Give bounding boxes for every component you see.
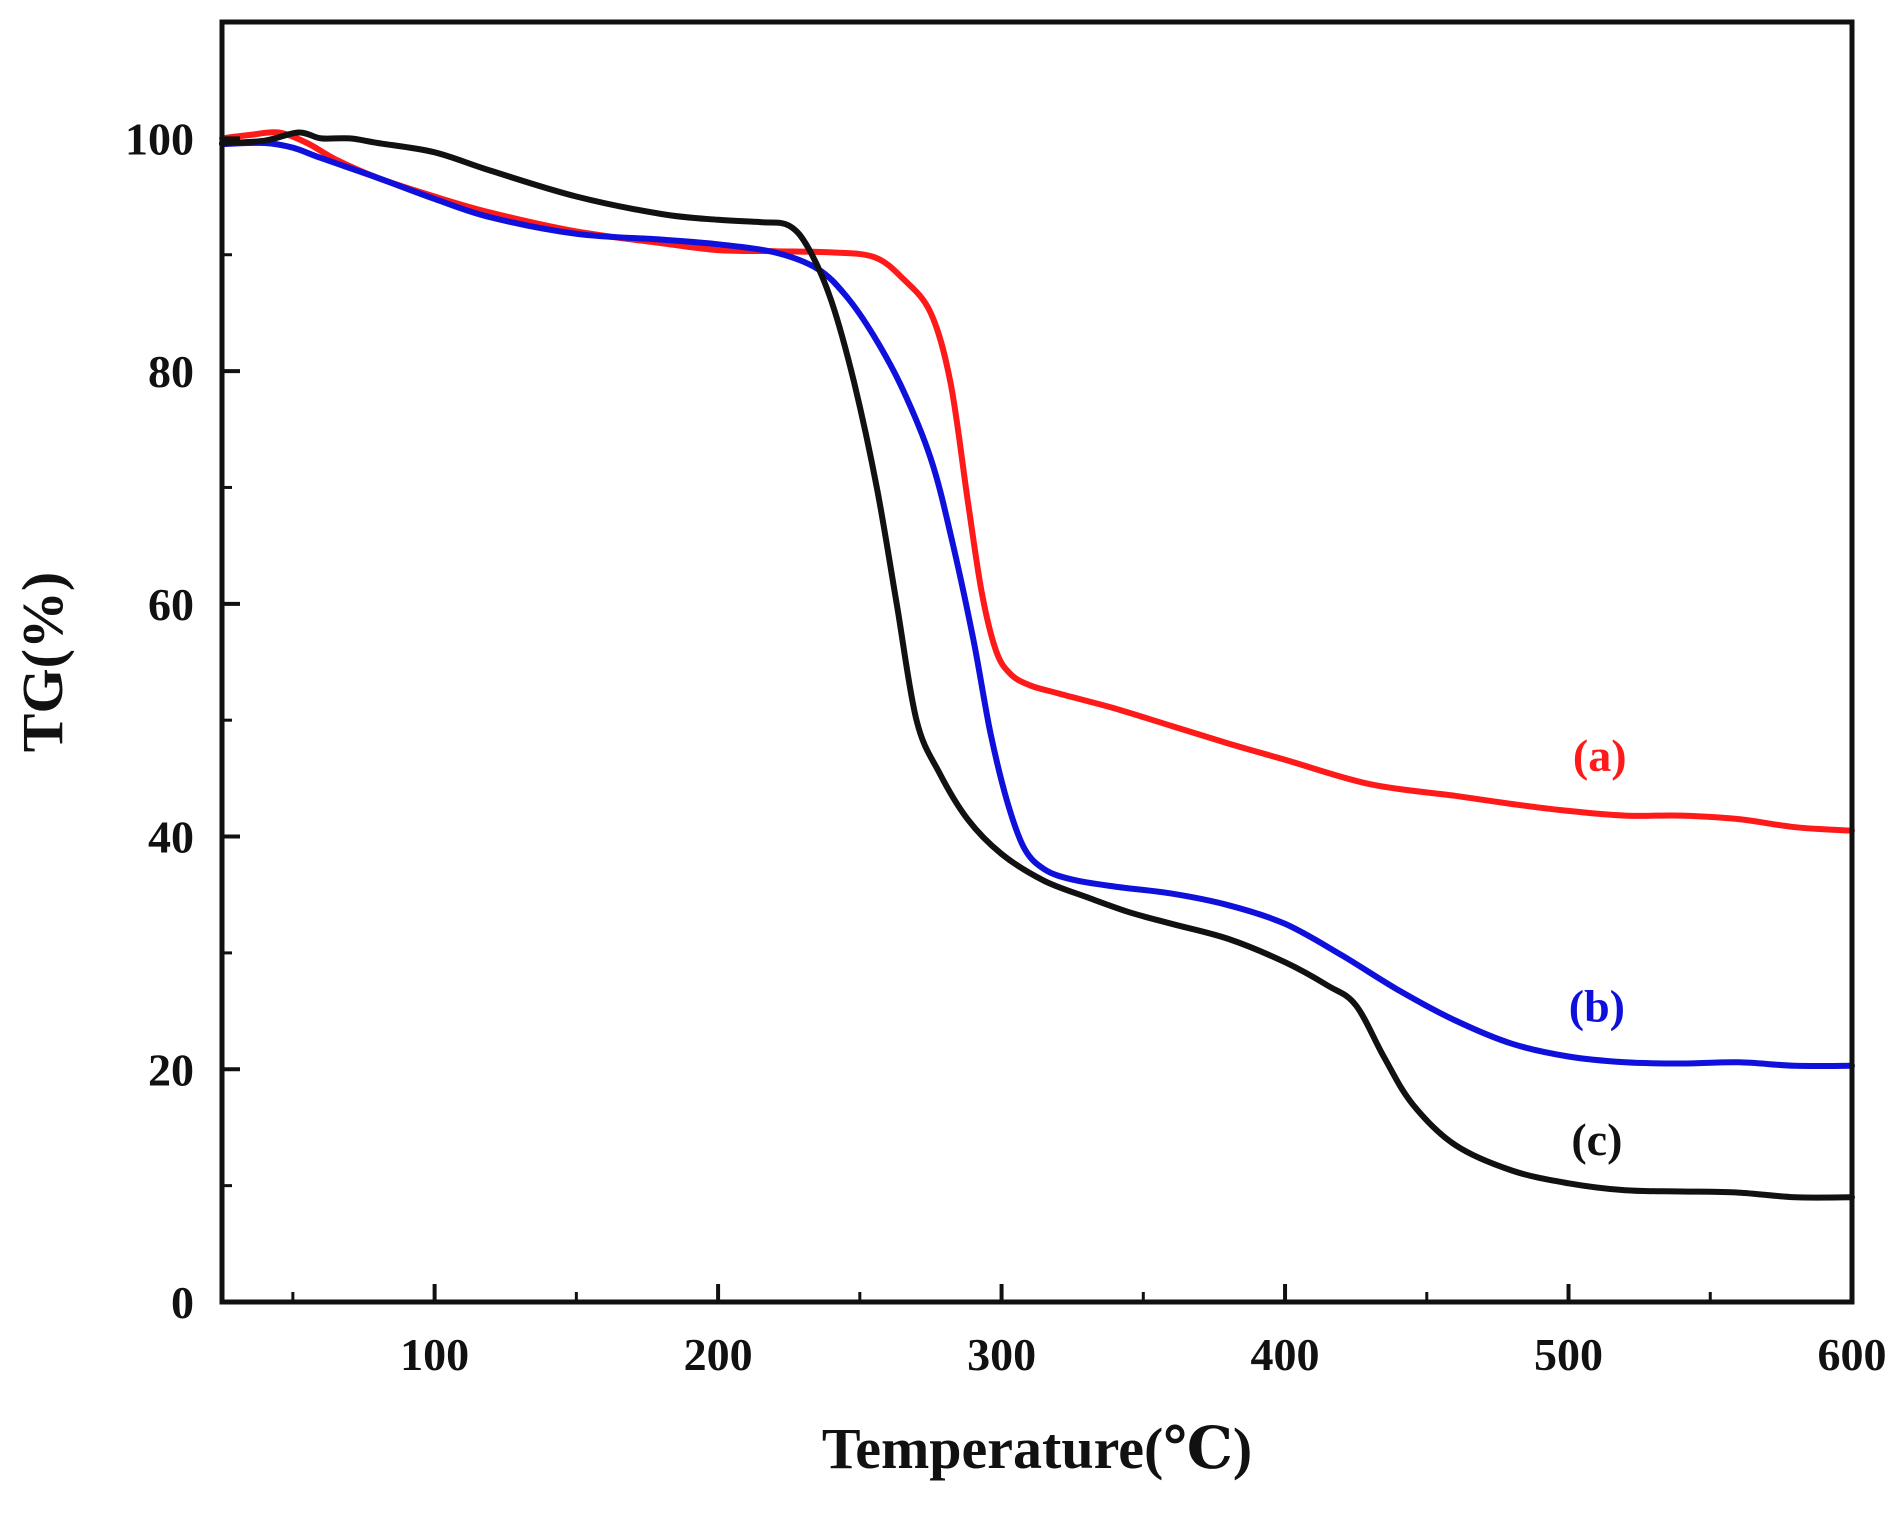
plot-frame [219, 19, 1855, 1305]
x-tick-label: 500 [1534, 1329, 1603, 1380]
y-axis-title: TG(%) [10, 572, 75, 752]
y-tick-label: 100 [125, 113, 194, 164]
x-tick-label: 600 [1818, 1329, 1887, 1380]
series-label-c: (c) [1571, 1114, 1622, 1165]
y-tick-label: 60 [148, 579, 194, 630]
axis-layer: 100 200 300 400 500 600 0 20 40 60 80 100 [125, 113, 1887, 1380]
series-line-b [219, 139, 1855, 1070]
x-tick-label: 400 [1251, 1329, 1320, 1380]
series-layer: (a) (b) (c) [219, 129, 1855, 1201]
series-line-a [219, 129, 1855, 834]
series-label-b: (b) [1569, 980, 1625, 1031]
x-tick-label: 200 [684, 1329, 753, 1380]
y-tick-label: 0 [171, 1277, 194, 1328]
y-tick-label: 80 [148, 346, 194, 397]
y-tick-label: 40 [148, 812, 194, 863]
x-tick-label: 300 [967, 1329, 1036, 1380]
series-label-a: (a) [1573, 730, 1627, 781]
x-tick-label: 100 [400, 1329, 469, 1380]
y-tick-label: 20 [148, 1044, 194, 1095]
x-axis-title: Temperature(℃) [822, 1416, 1252, 1481]
series-line-c [219, 129, 1855, 1201]
